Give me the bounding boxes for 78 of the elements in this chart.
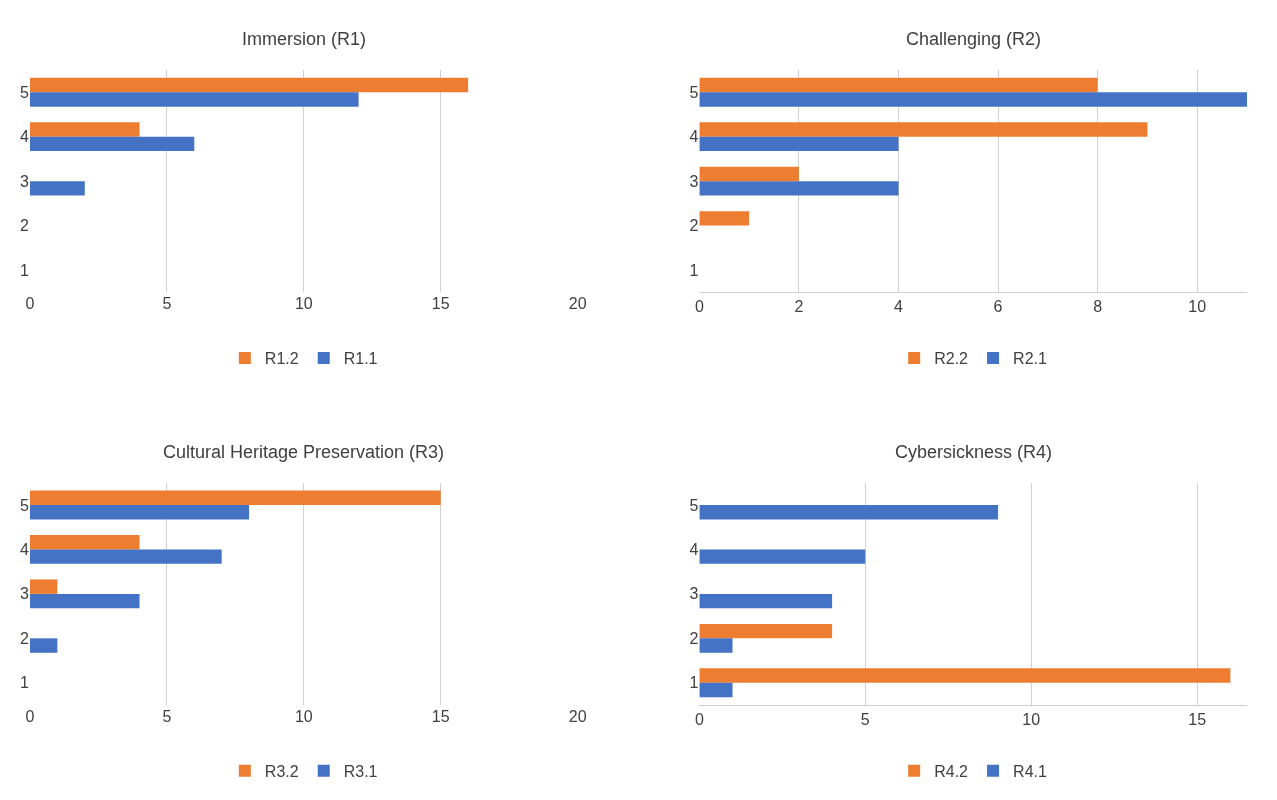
y-tick-label: 3 (689, 585, 699, 603)
legend-label: R2.1 (1013, 350, 1047, 368)
x-tick-label: 10 (1022, 711, 1041, 729)
bar (30, 92, 359, 107)
x-tick-label: 0 (694, 711, 704, 729)
bar (699, 122, 1148, 137)
bar (699, 549, 866, 564)
chart-title: Immersion (R1) (242, 29, 367, 49)
bar (699, 92, 1247, 107)
chart-title: Cultural Heritage Preservation (R3) (163, 442, 445, 462)
bar (699, 211, 750, 226)
legend-label: R3.1 (343, 763, 378, 781)
y-tick-label: 3 (20, 172, 30, 190)
y-tick-label: 2 (689, 217, 699, 235)
x-tick-label: 6 (993, 298, 1003, 316)
bar (699, 638, 733, 653)
bar (699, 166, 799, 182)
legend-label: R3.2 (264, 763, 299, 781)
y-tick-label: 1 (689, 674, 699, 692)
legend-label: R1.1 (343, 350, 378, 368)
y-tick-label: 5 (20, 83, 30, 101)
y-tick-label: 4 (689, 128, 699, 146)
bar (30, 181, 85, 196)
x-tick-label: 10 (1188, 298, 1207, 316)
y-tick-label: 4 (20, 128, 30, 146)
x-tick-label: 8 (1093, 298, 1103, 316)
bar (30, 136, 195, 152)
x-tick-label: 4 (894, 298, 904, 316)
x-tick-label: 5 (162, 708, 172, 725)
y-tick-label: 4 (20, 541, 30, 559)
bar (30, 534, 140, 550)
x-tick-label: 0 (25, 708, 35, 725)
x-tick-label: 20 (568, 708, 587, 725)
y-tick-label: 1 (20, 261, 30, 279)
y-tick-label: 1 (20, 674, 30, 692)
y-tick-label: 5 (20, 496, 30, 514)
x-tick-label: 15 (1188, 711, 1207, 729)
legend-label: R4.1 (1013, 763, 1047, 781)
bar (30, 638, 58, 653)
bar (30, 593, 140, 609)
bar (699, 593, 833, 609)
bar (30, 490, 441, 505)
bar (699, 682, 733, 698)
bar (30, 504, 250, 520)
bar (699, 504, 999, 520)
x-tick-label: 20 (568, 295, 587, 313)
y-tick-label: 2 (689, 629, 699, 647)
bar (699, 136, 899, 152)
x-tick-label: 0 (25, 295, 35, 313)
bar (30, 122, 140, 137)
x-tick-label: 10 (294, 708, 313, 725)
x-tick-label: 5 (162, 295, 172, 313)
legend-label: R1.2 (264, 350, 299, 368)
y-tick-label: 2 (20, 629, 30, 647)
x-tick-label: 5 (860, 711, 870, 729)
bar (699, 623, 833, 639)
y-tick-label: 3 (20, 585, 30, 603)
y-tick-label: 1 (689, 261, 699, 279)
x-tick-label: 2 (794, 298, 804, 316)
bar (699, 668, 1231, 683)
bar (699, 77, 1098, 93)
y-tick-label: 3 (689, 172, 699, 190)
y-tick-label: 4 (689, 541, 699, 559)
x-tick-label: 10 (294, 295, 313, 313)
x-tick-label: 15 (431, 295, 450, 313)
y-tick-label: 2 (20, 217, 30, 235)
x-tick-label: 0 (694, 298, 704, 316)
x-tick-label: 15 (431, 708, 450, 725)
legend-label: R2.2 (934, 350, 969, 368)
chart-title: Cybersickness (R4) (895, 442, 1053, 462)
y-tick-label: 5 (689, 496, 699, 514)
bar (30, 549, 222, 564)
bar (30, 579, 58, 594)
chart-title: Challenging (R2) (906, 29, 1042, 49)
y-tick-label: 5 (689, 83, 699, 101)
legend-label: R4.2 (934, 763, 969, 781)
bar (30, 77, 469, 93)
bar (699, 181, 899, 196)
